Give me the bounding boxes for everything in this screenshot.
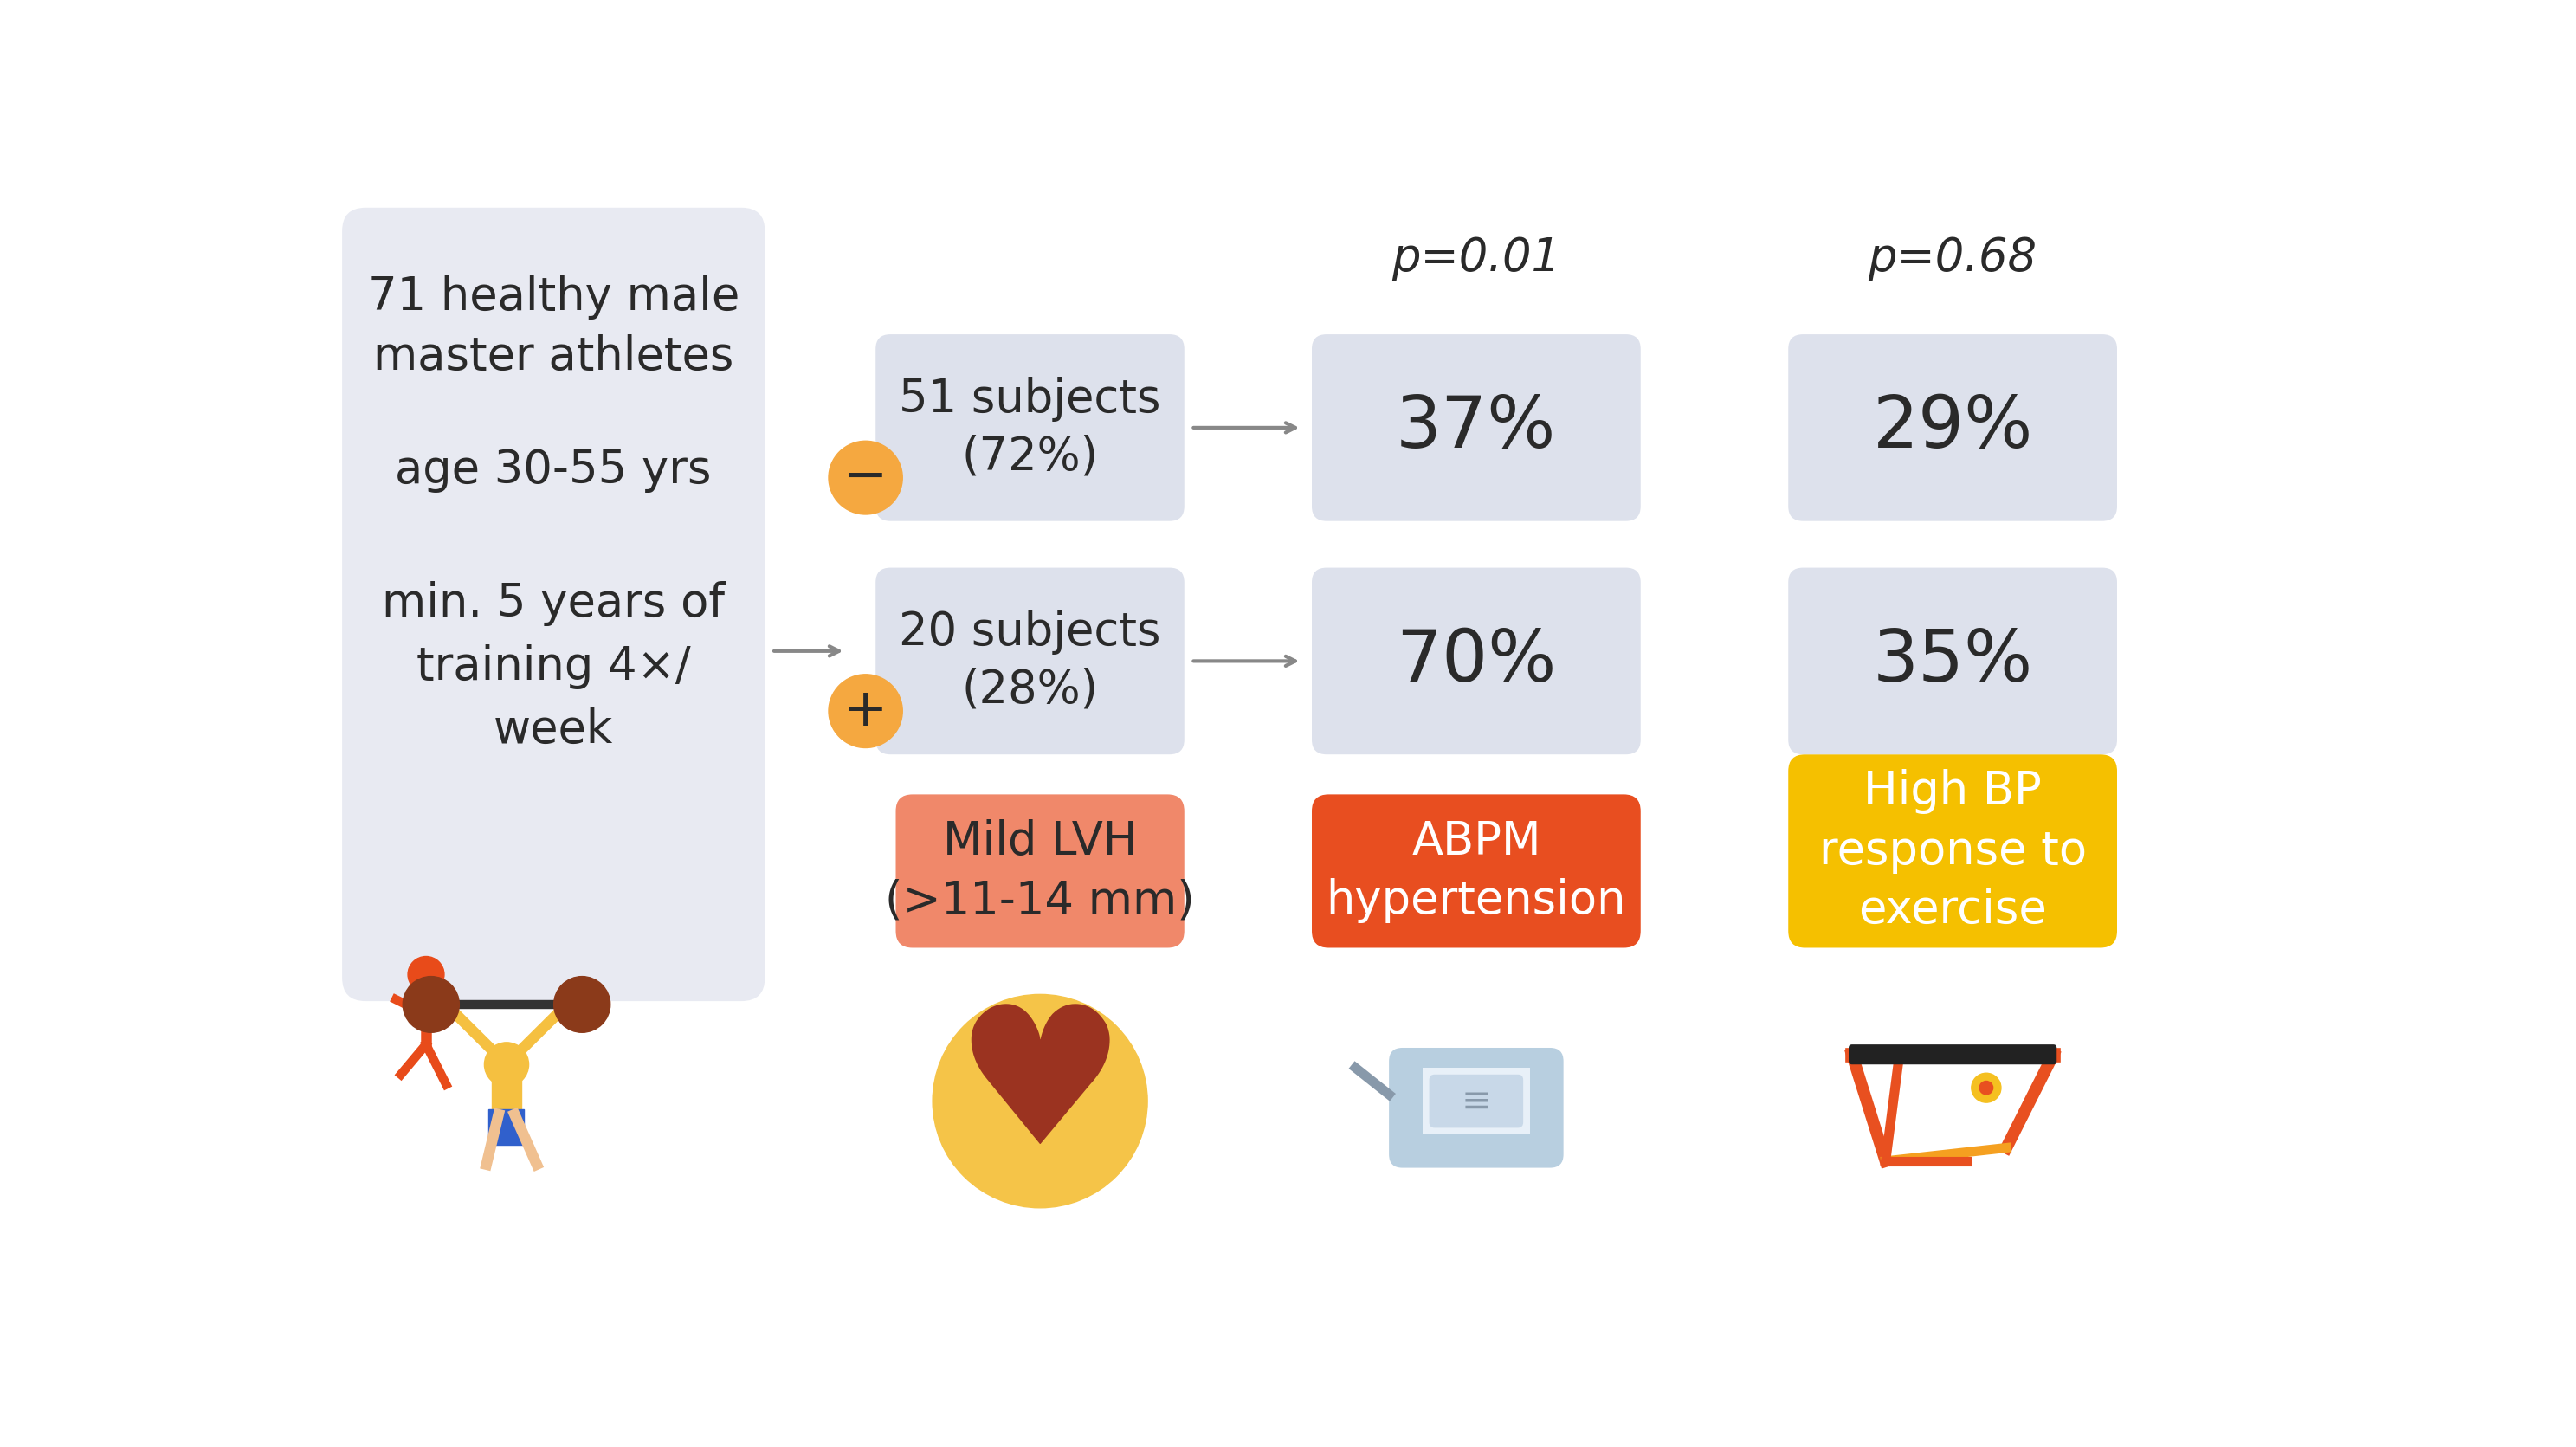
Text: ABPM
hypertension: ABPM hypertension [1327,819,1625,923]
Text: Mild LVH
(>11-14 mm): Mild LVH (>11-14 mm) [886,819,1195,923]
FancyBboxPatch shape [1788,567,2117,754]
Circle shape [407,956,443,993]
Text: High BP
response to
exercise: High BP response to exercise [1819,770,2087,933]
Text: ♥: ♥ [953,998,1126,1184]
Bar [489,1110,523,1145]
Text: 71 healthy male: 71 healthy male [368,275,739,320]
Text: p=0.68: p=0.68 [1868,236,2038,281]
FancyBboxPatch shape [1311,567,1641,754]
Text: +: + [842,686,889,737]
Bar [492,1065,520,1114]
Circle shape [933,994,1146,1208]
Text: p=0.01: p=0.01 [1391,236,1561,281]
Text: master athletes: master athletes [374,334,734,379]
Text: 29%: 29% [1873,392,2032,463]
FancyBboxPatch shape [876,334,1185,521]
Circle shape [829,674,902,748]
Circle shape [402,977,459,1033]
Circle shape [554,977,611,1033]
Circle shape [1978,1081,1994,1094]
FancyBboxPatch shape [1430,1075,1522,1127]
FancyBboxPatch shape [1388,1048,1564,1168]
FancyBboxPatch shape [876,567,1185,754]
Text: 37%: 37% [1396,392,1556,463]
Text: −: − [842,451,889,504]
Text: 70%: 70% [1396,627,1556,696]
Text: 35%: 35% [1873,627,2032,696]
Text: 51 subjects
(72%): 51 subjects (72%) [899,376,1162,479]
FancyBboxPatch shape [1311,334,1641,521]
Text: training 4×/: training 4×/ [417,644,690,689]
Circle shape [829,441,902,514]
Text: min. 5 years of: min. 5 years of [381,582,724,627]
FancyBboxPatch shape [343,208,765,1001]
FancyBboxPatch shape [896,794,1185,948]
Text: week: week [495,708,613,752]
FancyBboxPatch shape [1788,754,2117,948]
Circle shape [484,1042,528,1087]
Text: ≡: ≡ [1461,1082,1492,1120]
Text: 20 subjects
(28%): 20 subjects (28%) [899,609,1162,712]
FancyBboxPatch shape [1311,794,1641,948]
FancyBboxPatch shape [1850,1045,2056,1065]
Circle shape [1971,1074,2002,1103]
Text: age 30-55 yrs: age 30-55 yrs [394,447,711,493]
FancyBboxPatch shape [1788,334,2117,521]
Bar [1422,1068,1530,1134]
